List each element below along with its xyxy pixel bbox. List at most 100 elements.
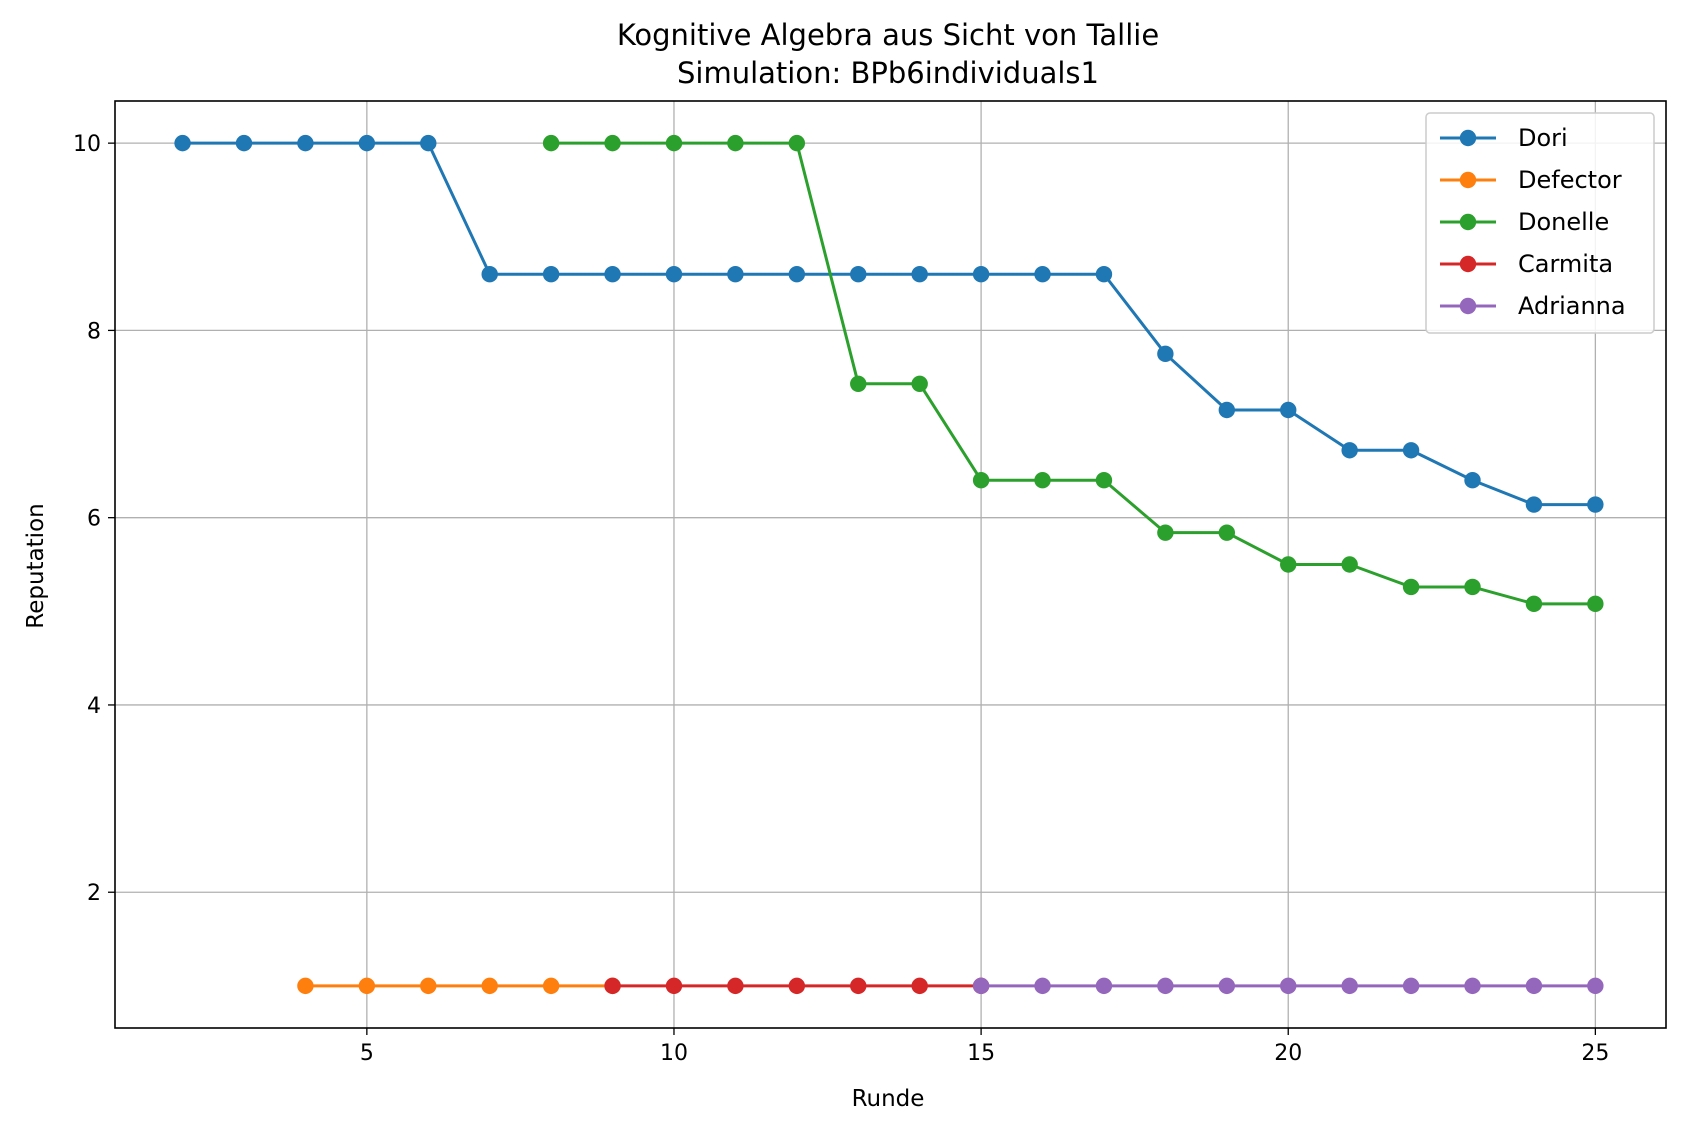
legend-label: Adrianna (1518, 292, 1626, 320)
data-point-dori (665, 266, 683, 283)
y-tick-label: 2 (87, 881, 101, 906)
data-point-dori (542, 266, 560, 283)
legend-label: Carmita (1518, 250, 1613, 278)
data-point-donelle (604, 134, 621, 152)
data-point-defector (297, 977, 314, 995)
data-point-adrianna (1464, 977, 1481, 995)
ticks: 5 10 15 20 25 2 4 6 8 10 (73, 132, 1609, 1066)
data-point-dori (604, 266, 621, 283)
series-donelle (542, 134, 1604, 613)
y-axis-label: Reputation (23, 503, 49, 628)
legend-item-defector: Defector (1440, 166, 1622, 194)
data-point-dori (1280, 401, 1297, 419)
x-tick-label: 25 (1581, 1041, 1609, 1066)
data-point-donelle (1157, 524, 1174, 541)
data-point-dori (850, 266, 867, 283)
data-point-dori (358, 134, 376, 152)
x-tick-label: 15 (967, 1041, 995, 1066)
data-point-donelle (1280, 556, 1297, 573)
data-point-dori (174, 134, 191, 152)
data-point-dori (1034, 266, 1051, 283)
data-point-adrianna (1095, 977, 1113, 995)
data-point-donelle (1525, 595, 1543, 613)
data-point-donelle (850, 375, 867, 392)
legend-item-adrianna: Adrianna (1440, 292, 1626, 320)
chart-subtitle: Simulation: BPb6individuals1 (677, 56, 1099, 90)
y-tick-label: 10 (73, 132, 101, 157)
data-point-dori (1218, 401, 1236, 419)
data-point-dori (1157, 345, 1174, 363)
data-point-donelle (1034, 472, 1051, 489)
data-point-adrianna (1587, 977, 1604, 995)
legend-item-dori: Dori (1440, 124, 1568, 152)
series-line-dori (182, 141, 1596, 507)
legend-marker (1459, 213, 1477, 231)
legend-item-carmita: Carmita (1440, 250, 1613, 278)
legend-marker (1459, 255, 1477, 273)
legend-label: Donelle (1518, 208, 1609, 236)
legend-marker (1459, 171, 1477, 189)
legend-label: Defector (1518, 166, 1622, 194)
legend: Dori Defector Donelle Carmita Adrianna (1425, 112, 1655, 334)
grid (115, 101, 1666, 1028)
x-axis-label: Runde (852, 1086, 925, 1112)
data-point-dori (297, 134, 314, 152)
data-point-carmita (850, 977, 867, 995)
data-point-carmita (911, 977, 928, 995)
data-point-adrianna (1034, 977, 1051, 995)
data-point-adrianna (1157, 977, 1174, 995)
y-tick-label: 8 (87, 319, 101, 344)
data-point-donelle (1341, 556, 1358, 573)
y-tick-label: 6 (87, 507, 101, 532)
data-point-dori (911, 266, 928, 283)
legend-label: Dori (1518, 124, 1568, 152)
data-point-dori (1464, 472, 1481, 489)
data-point-donelle (1095, 472, 1113, 489)
data-point-donelle (542, 134, 560, 152)
data-point-carmita (665, 977, 683, 995)
series-line-donelle (551, 141, 1596, 606)
legend-marker (1459, 297, 1477, 315)
data-point-adrianna (1341, 977, 1358, 995)
data-point-adrianna (1218, 977, 1236, 995)
data-point-donelle (665, 134, 683, 152)
data-point-dori (1095, 266, 1113, 283)
data-point-defector (420, 977, 437, 995)
data-point-adrianna (1525, 977, 1543, 995)
data-point-defector (542, 977, 560, 995)
series-dori (174, 134, 1604, 513)
series-adrianna (972, 977, 1604, 995)
data-point-dori (972, 266, 990, 283)
data-point-adrianna (1402, 977, 1420, 995)
data-point-dori (1525, 496, 1543, 513)
data-point-dori (420, 134, 437, 152)
legend-marker (1459, 129, 1477, 147)
data-point-donelle (727, 134, 744, 152)
data-point-donelle (1402, 578, 1420, 596)
chart-title: Kognitive Algebra aus Sicht von Tallie (617, 18, 1159, 52)
data-point-donelle (1587, 595, 1604, 613)
data-point-defector (358, 977, 376, 995)
data-point-dori (727, 266, 744, 283)
data-point-carmita (604, 977, 621, 995)
y-tick-label: 4 (87, 694, 101, 719)
data-point-dori (1587, 496, 1604, 513)
data-point-carmita (727, 977, 744, 995)
series-group (174, 134, 1604, 995)
data-point-defector (481, 977, 498, 995)
legend-item-donelle: Donelle (1440, 208, 1609, 236)
data-point-donelle (1464, 578, 1481, 596)
data-point-adrianna (1280, 977, 1297, 995)
data-point-dori (235, 134, 253, 152)
data-point-donelle (972, 472, 990, 489)
data-point-dori (788, 266, 806, 283)
plot-frame (114, 100, 1667, 1029)
data-point-donelle (911, 375, 928, 392)
x-tick-label: 10 (660, 1041, 688, 1066)
x-tick-label: 5 (360, 1041, 374, 1066)
x-tick-label: 20 (1274, 1041, 1302, 1066)
data-point-adrianna (972, 977, 990, 995)
data-point-dori (1402, 442, 1420, 459)
